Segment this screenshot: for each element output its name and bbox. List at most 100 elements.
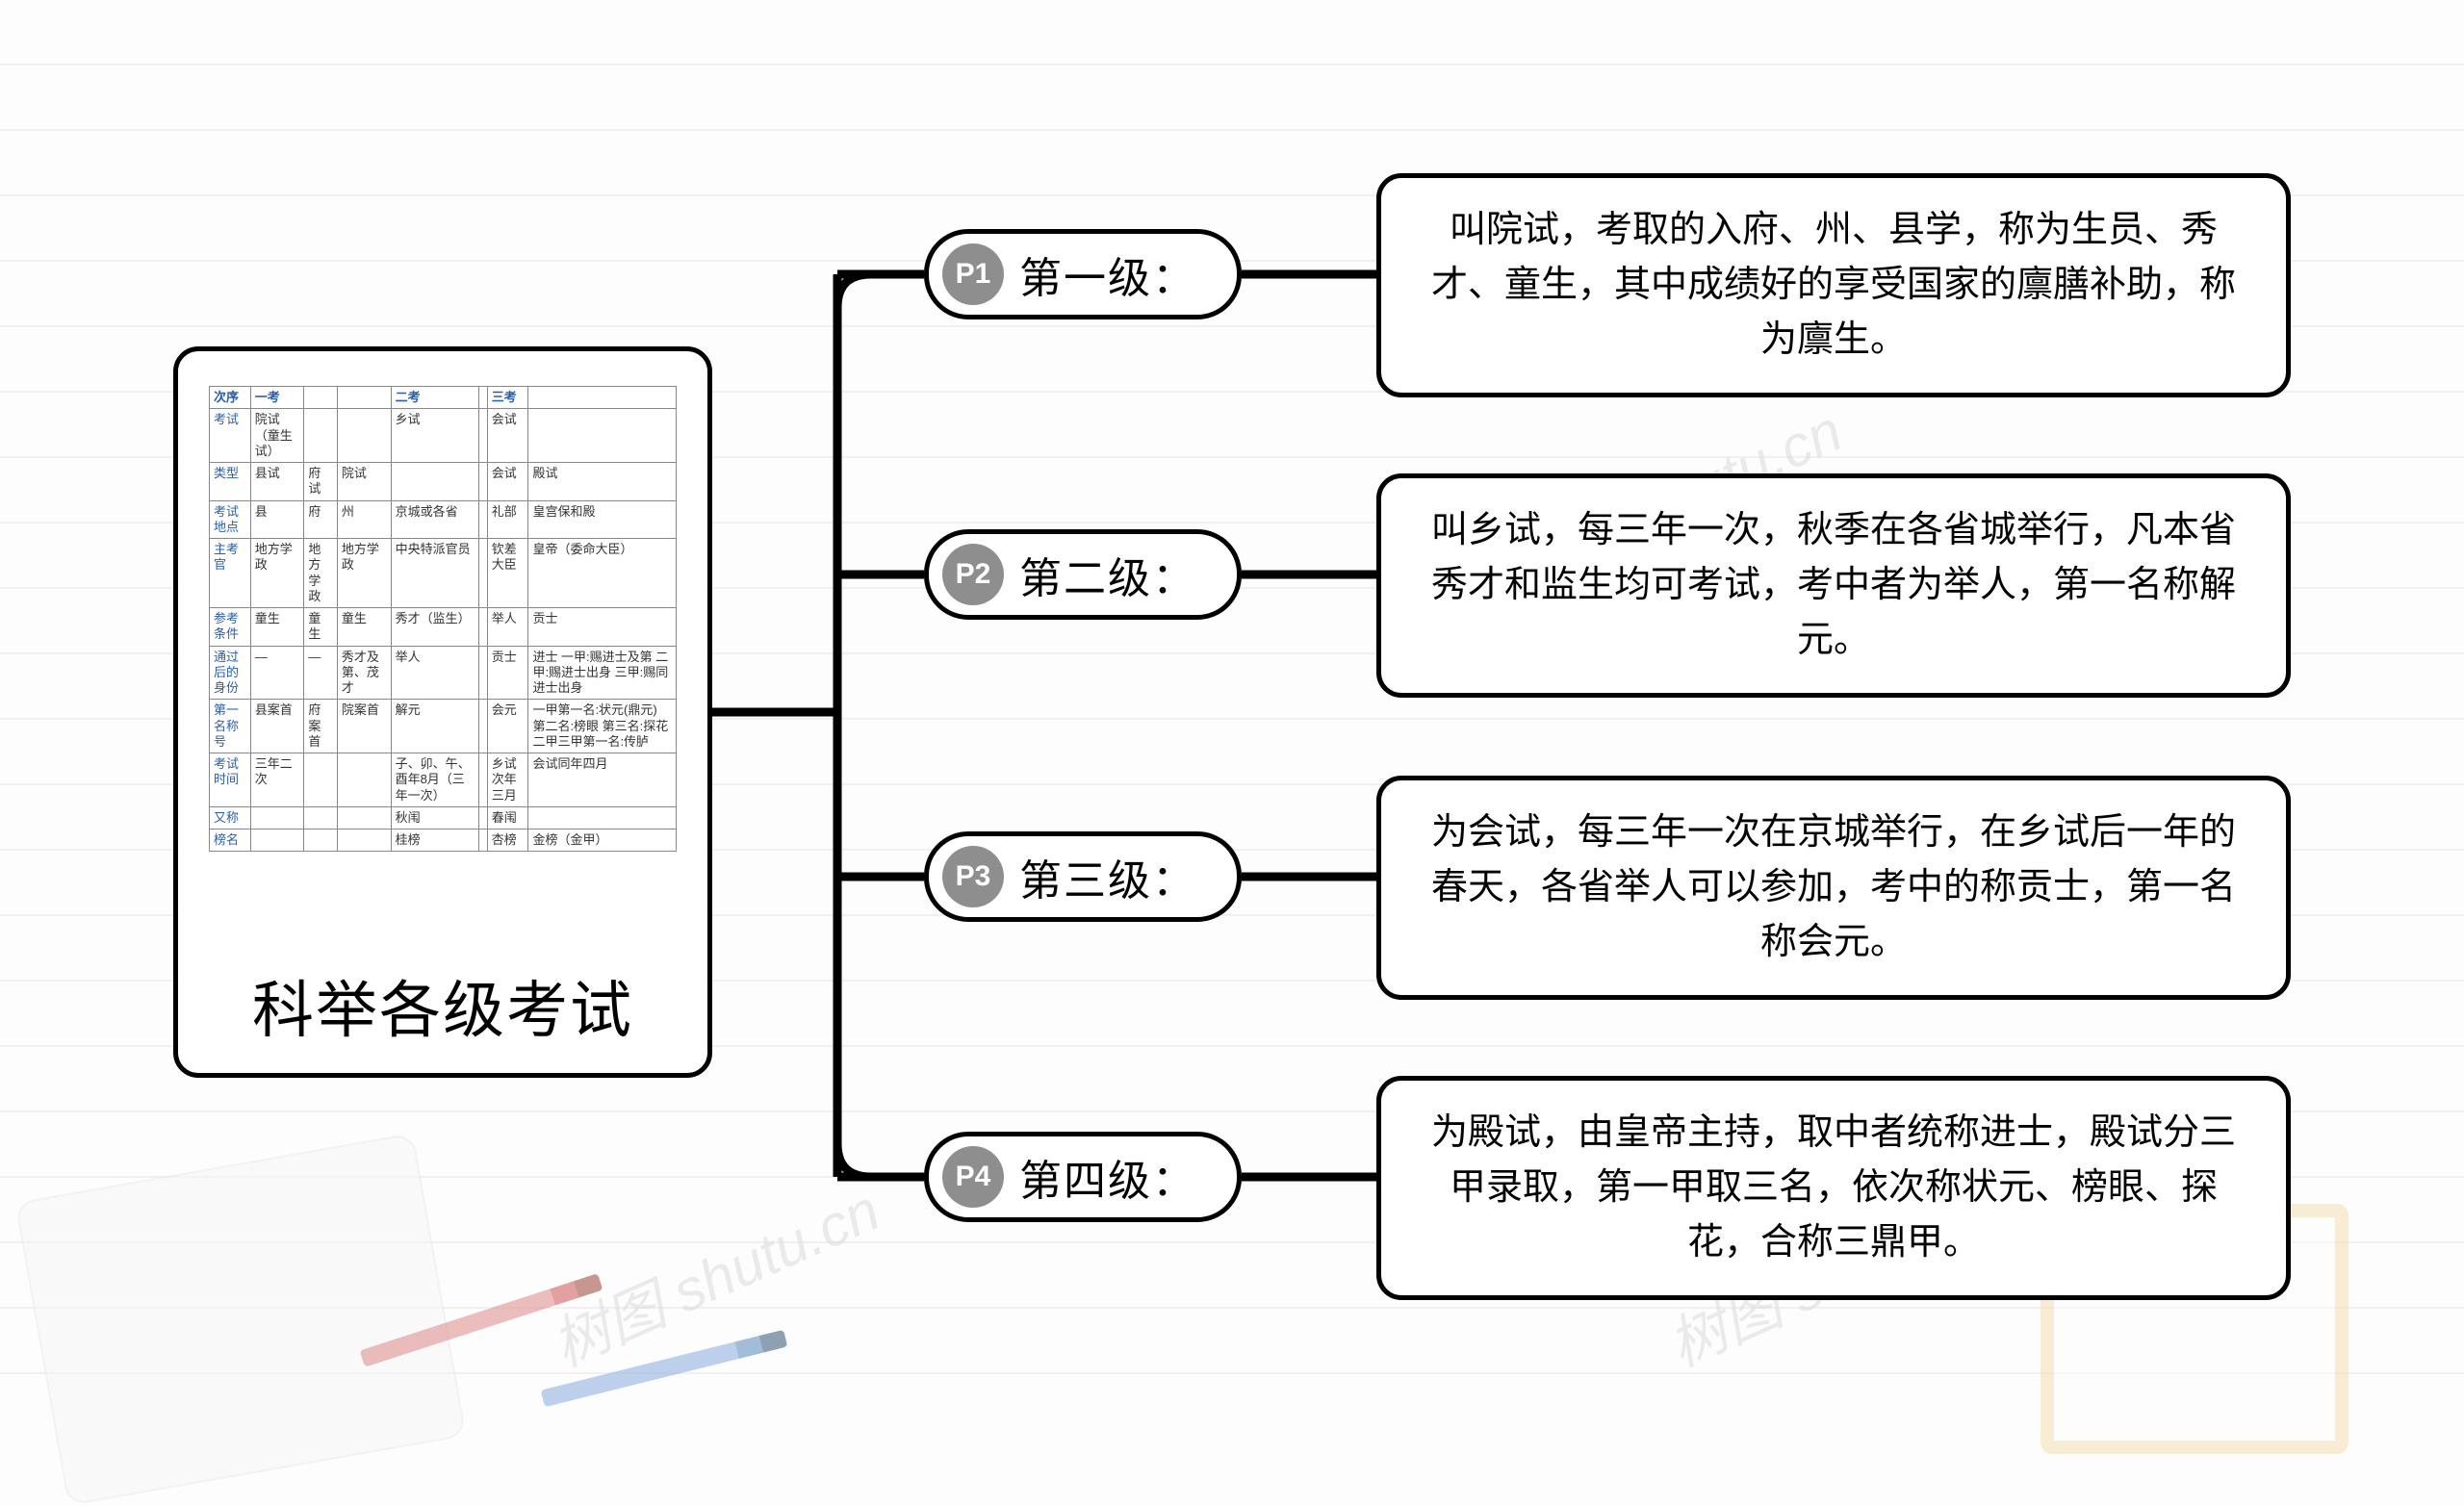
mini-table-cell: 地方学政 <box>304 539 337 608</box>
level-pill-4: P4 第四级： <box>924 1132 1242 1222</box>
mini-table-cell <box>528 409 677 463</box>
level-label-3: 第三级： <box>1019 846 1196 907</box>
mini-table-col: 一考 <box>250 387 304 409</box>
level-pill-1: P1 第一级： <box>924 229 1242 319</box>
mini-table-cell: 礼部 <box>487 500 528 539</box>
mini-table-cell: 举人 <box>487 608 528 647</box>
mini-table-cell: 院案首 <box>337 700 391 753</box>
mini-table-cell: 第一名称号 <box>210 700 251 753</box>
mini-table-cell <box>478 753 487 807</box>
mini-table-col <box>478 387 487 409</box>
level-desc-2: 叫乡试，每三年一次，秋季在各省城举行，凡本省秀才和监生均可考试，考中者为举人，第… <box>1376 473 2291 698</box>
mini-table-col <box>528 387 677 409</box>
mini-table-cell: 会试同年四月 <box>528 753 677 807</box>
level-desc-4: 为殿试，由皇帝主持，取中者统称进士，殿试分三甲录取，第一甲取三名，依次称状元、榜… <box>1376 1076 2291 1300</box>
mini-table-cell: 参考条件 <box>210 608 251 647</box>
mini-table-cell: 秀才（监生） <box>391 608 478 647</box>
root-title: 科举各级考试 <box>209 961 677 1050</box>
level-label-4: 第四级： <box>1019 1146 1196 1208</box>
mini-table-col <box>337 387 391 409</box>
mini-table-col: 三考 <box>487 387 528 409</box>
mini-table-cell <box>478 539 487 608</box>
mini-table-cell <box>478 806 487 829</box>
mini-table-cell: 童生 <box>337 608 391 647</box>
mini-table-cell: — <box>304 646 337 700</box>
mini-table-cell <box>391 463 478 501</box>
mini-table-cell: 考试地点 <box>210 500 251 539</box>
mini-table-cell: 院试（童生试） <box>250 409 304 463</box>
mini-table-cell: 京城或各省 <box>391 500 478 539</box>
level-label-2: 第二级： <box>1019 544 1196 605</box>
mini-table-cell <box>250 830 304 852</box>
mini-table-cell: 贡士 <box>487 646 528 700</box>
mini-table-cell <box>337 830 391 852</box>
level-desc-1: 叫院试，考取的入府、州、县学，称为生员、秀才、童生，其中成绩好的享受国家的廪膳补… <box>1376 173 2291 397</box>
mini-table-cell <box>337 409 391 463</box>
mini-table-cell: 又称 <box>210 806 251 829</box>
mini-table-cell: 类型 <box>210 463 251 501</box>
mini-table-cell: 中央特派官员 <box>391 539 478 608</box>
mini-table-cell <box>337 806 391 829</box>
level-badge-1: P1 <box>942 243 1004 305</box>
mini-table-cell: 会元 <box>487 700 528 753</box>
mini-table-cell: 县 <box>250 500 304 539</box>
mini-table-cell: 州 <box>337 500 391 539</box>
mini-table-col: 二考 <box>391 387 478 409</box>
mini-table-cell: 童生 <box>250 608 304 647</box>
mini-table-cell <box>478 646 487 700</box>
mini-table-cell <box>478 608 487 647</box>
mini-table-cell: 秋闱 <box>391 806 478 829</box>
level-pill-3: P3 第三级： <box>924 831 1242 922</box>
mini-table-cell: 解元 <box>391 700 478 753</box>
mini-table-cell: 会试 <box>487 463 528 501</box>
mini-table-cell: 进士 一甲:赐进士及第 二甲:赐进士出身 三甲:赐同进士出身 <box>528 646 677 700</box>
mini-exam-table: 次序一考二考三考考试院试（童生试）乡试会试类型县试府试院试会试殿试考试地点县府州… <box>209 386 677 927</box>
mini-table-col: 次序 <box>210 387 251 409</box>
mini-table-cell: 府案首 <box>304 700 337 753</box>
mini-table-cell <box>528 806 677 829</box>
mini-table-cell: 子、卯、午、酉年8月（三年一次） <box>391 753 478 807</box>
mini-table-cell: 通过后的身份 <box>210 646 251 700</box>
level-pill-2: P2 第二级： <box>924 529 1242 620</box>
mini-table-cell <box>337 753 391 807</box>
mini-table-cell: 主考官 <box>210 539 251 608</box>
mini-table-cell <box>478 409 487 463</box>
level-badge-2: P2 <box>942 544 1004 605</box>
mini-table-cell: 三年二次 <box>250 753 304 807</box>
level-desc-3: 为会试，每三年一次在京城举行，在乡试后一年的春天，各省举人可以参加，考中的称贡士… <box>1376 776 2291 1000</box>
mini-table-cell: 乡试 <box>391 409 478 463</box>
mini-table-cell <box>304 830 337 852</box>
mini-table-cell: 殿试 <box>528 463 677 501</box>
mini-table-cell: 会试 <box>487 409 528 463</box>
mini-table-cell: 院试 <box>337 463 391 501</box>
mini-table-col <box>304 387 337 409</box>
mini-table-cell <box>478 463 487 501</box>
mini-table-cell <box>250 806 304 829</box>
mini-table-cell: 榜名 <box>210 830 251 852</box>
level-badge-4: P4 <box>942 1146 1004 1208</box>
mini-table-cell <box>304 753 337 807</box>
mini-table-cell: 杏榜 <box>487 830 528 852</box>
mini-table-cell: 地方学政 <box>250 539 304 608</box>
mini-table-cell: 贡士 <box>528 608 677 647</box>
mini-table-cell: 乡试次年三月 <box>487 753 528 807</box>
mini-table-cell: 县试 <box>250 463 304 501</box>
mini-table-cell: 春闱 <box>487 806 528 829</box>
mini-table-cell: 金榜（金甲） <box>528 830 677 852</box>
mini-table-cell: 皇宫保和殿 <box>528 500 677 539</box>
mini-table-cell <box>478 700 487 753</box>
root-card: 次序一考二考三考考试院试（童生试）乡试会试类型县试府试院试会试殿试考试地点县府州… <box>173 346 712 1078</box>
mini-table-cell: 考试时间 <box>210 753 251 807</box>
mini-table-cell: 县案首 <box>250 700 304 753</box>
mini-table-cell: 一甲第一名:状元(鼎元) 第二名:榜眼 第三名:探花 二甲三甲第一名:传胪 <box>528 700 677 753</box>
mini-table-cell: — <box>250 646 304 700</box>
level-label-1: 第一级： <box>1019 243 1196 305</box>
mini-table-cell: 考试 <box>210 409 251 463</box>
mini-table-cell: 府 <box>304 500 337 539</box>
mini-table-cell: 桂榜 <box>391 830 478 852</box>
mini-table-cell: 童生 <box>304 608 337 647</box>
mini-table-cell: 秀才及第、茂才 <box>337 646 391 700</box>
mini-table-cell: 府试 <box>304 463 337 501</box>
mini-table-cell <box>478 500 487 539</box>
mini-table-cell: 地方学政 <box>337 539 391 608</box>
